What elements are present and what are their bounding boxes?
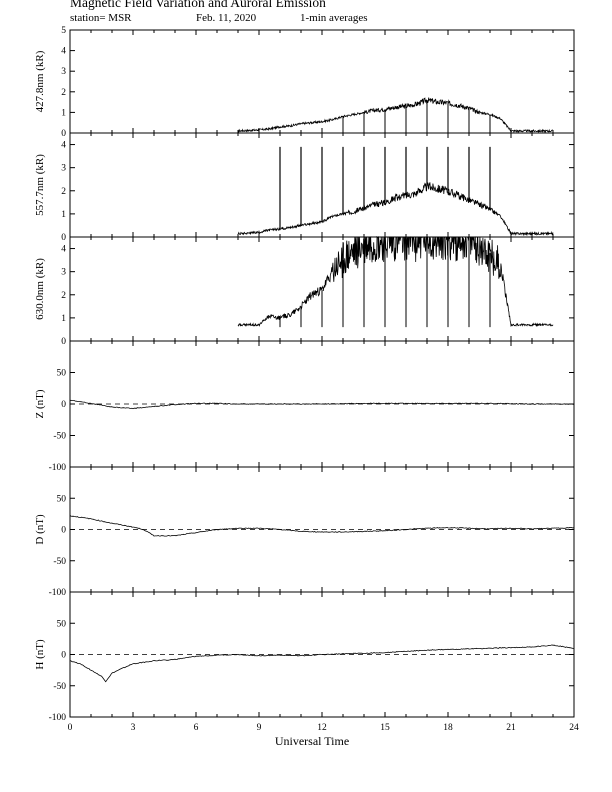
date-label: Feb. 11, 2020	[196, 12, 257, 24]
y-tick-label-p4278: 1	[61, 108, 66, 118]
x-tick-label: 21	[506, 723, 516, 733]
y-tick-label-p5577: 2	[61, 187, 66, 197]
y-axis-label-p4278: 427.8nm (kR)	[34, 50, 46, 112]
y-tick-label-p6300: 4	[61, 245, 66, 255]
series-line-pZ	[69, 399, 574, 410]
y-axis-label-pH: H (nT)	[34, 639, 46, 670]
y-axis-label-p5577: 557.7nm (kR)	[34, 154, 46, 216]
x-tick-label: 15	[380, 723, 390, 733]
y-tick-label-p5577: 0	[61, 233, 66, 243]
y-tick-label-pZ: 50	[57, 369, 67, 379]
y-tick-label-p5577: 1	[61, 210, 66, 220]
x-tick-label: 24	[569, 723, 579, 733]
x-tick-label: 0	[68, 723, 73, 733]
x-tick-label: 3	[131, 723, 136, 733]
y-tick-label-pH: 50	[57, 619, 67, 629]
y-axis-label-p6300: 630.0nm (kR)	[34, 258, 46, 320]
x-tick-label: 6	[194, 723, 199, 733]
x-axis-label: Universal Time	[275, 734, 349, 748]
y-tick-label-p6300: 1	[61, 314, 66, 324]
y-tick-label-p6300: 3	[61, 268, 66, 278]
series-line-pD	[69, 515, 575, 537]
y-tick-label-p5577: 3	[61, 164, 66, 174]
y-tick-label-p6300: 2	[61, 291, 66, 301]
y-tick-label-pD: 50	[57, 494, 67, 504]
y-tick-label-pD: 0	[61, 526, 66, 536]
averaging-label: 1-min averages	[300, 12, 368, 24]
x-tick-label: 18	[443, 723, 453, 733]
station-label: station= MSR	[70, 12, 132, 24]
y-tick-label-pH: 0	[61, 651, 66, 661]
x-tick-label: 12	[317, 723, 327, 733]
chart-title: Magnetic Field Variation and Auroral Emi…	[70, 0, 326, 10]
y-axis-label-pZ: Z (nT)	[34, 389, 46, 418]
series-line-p5577	[237, 182, 554, 237]
y-tick-label-p6300: 0	[61, 337, 66, 347]
y-tick-label-p4278: 2	[61, 88, 66, 98]
y-tick-label-pD: -100	[49, 588, 67, 598]
x-tick-label: 9	[257, 723, 262, 733]
y-tick-label-pZ: -100	[49, 463, 67, 473]
series-line-pH	[69, 644, 574, 683]
y-tick-label-p4278: 4	[61, 47, 66, 57]
y-tick-label-p4278: 5	[61, 26, 66, 36]
y-tick-label-p4278: 0	[61, 129, 66, 139]
y-tick-label-p4278: 3	[61, 67, 66, 77]
y-axis-label-pD: D (nT)	[34, 514, 46, 545]
y-tick-label-p5577: 4	[61, 141, 66, 151]
y-tick-label-pD: -50	[53, 557, 66, 567]
series-line-p6300	[237, 235, 554, 328]
y-tick-label-pH: -100	[49, 713, 67, 723]
y-tick-label-pZ: -50	[53, 432, 66, 442]
y-tick-label-pZ: 0	[61, 400, 66, 410]
y-tick-label-pH: -50	[53, 682, 66, 692]
series-line-p4278	[238, 97, 554, 134]
